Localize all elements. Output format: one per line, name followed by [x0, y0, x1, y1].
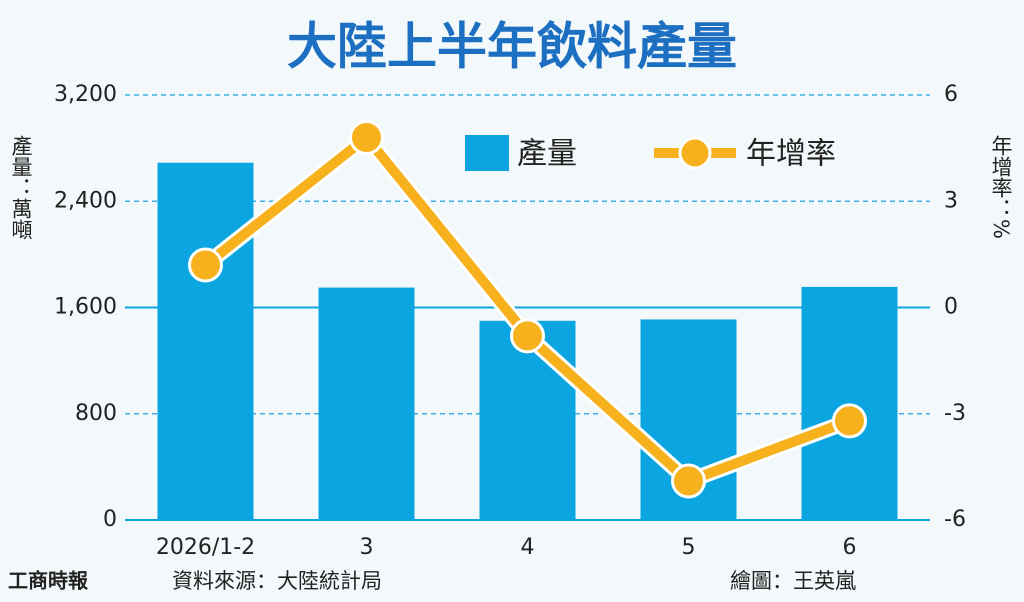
y-tick-label: 800	[75, 401, 117, 426]
marker	[832, 403, 867, 439]
marker	[188, 247, 223, 283]
y-tick-label: 1,600	[54, 295, 117, 320]
y2-axis-label: 年增率：%	[989, 135, 1013, 239]
y2-tick-label: 0	[944, 295, 958, 320]
y-tick-label: 2,400	[54, 188, 117, 213]
publisher: 工商時報	[8, 569, 89, 593]
chart-title: 大陸上半年飲料產量	[287, 18, 737, 76]
legend-swatch	[465, 135, 509, 171]
marker	[349, 120, 384, 155]
legend-swatch	[678, 136, 712, 170]
y-tick-label: 0	[103, 507, 117, 532]
marker	[510, 318, 545, 354]
x-tick-label: 5	[682, 535, 696, 560]
y2-tick-label: -3	[944, 401, 966, 426]
legend-label: 產量	[517, 137, 577, 172]
bar	[157, 162, 254, 520]
source: 資料來源：大陸統計局	[172, 569, 382, 593]
y2-tick-label: 6	[944, 82, 958, 107]
x-tick-label: 6	[843, 535, 857, 560]
x-tick-label: 4	[521, 535, 535, 560]
y2-tick-label: 3	[944, 188, 958, 213]
bar	[318, 287, 415, 520]
credit: 繪圖：王英嵐	[730, 569, 856, 593]
marker	[671, 463, 706, 499]
x-tick-label: 3	[360, 535, 374, 560]
legend-label: 年增率	[746, 137, 836, 172]
y2-tick-label: -6	[944, 507, 966, 532]
y-axis-label: 產量：萬噸	[9, 135, 33, 240]
x-tick-label: 2026/1-2	[156, 535, 255, 560]
y-tick-label: 3,200	[54, 82, 117, 107]
